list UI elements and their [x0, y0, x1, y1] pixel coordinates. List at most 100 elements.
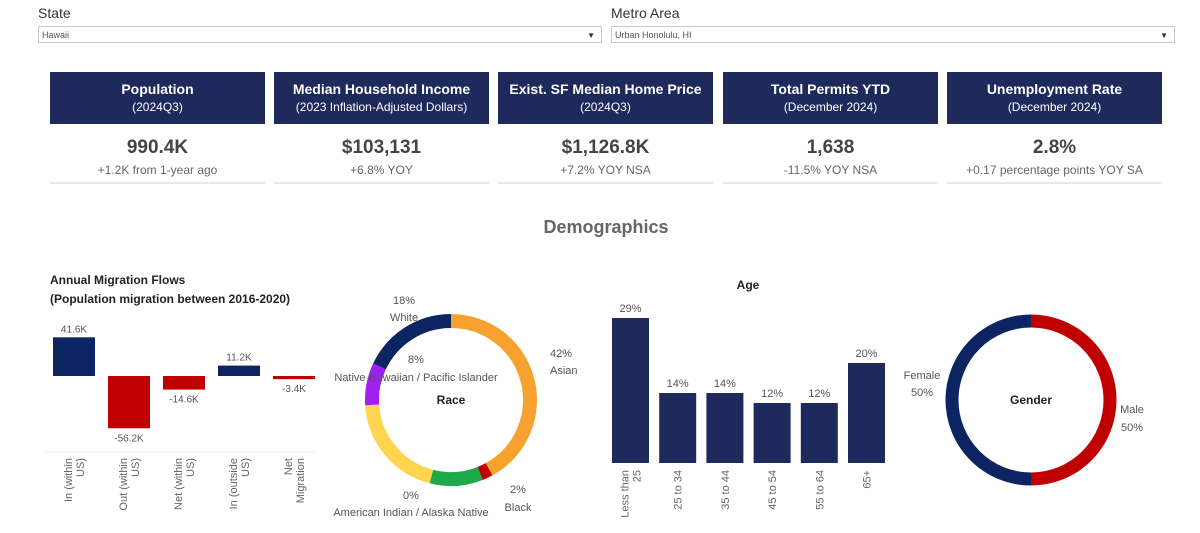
migration-bar	[218, 365, 260, 376]
kpi-value: 1,638	[806, 137, 855, 158]
migration-chart: 41.6K In (withinUS) -56.2K Out (withinUS) -1…	[45, 324, 315, 511]
donut-segment	[429, 466, 483, 486]
age-chart: Age 29% Less than25 14% 25 to 34 14% 35 to 44 1…	[612, 278, 885, 518]
data-label: -56.2K	[114, 433, 144, 444]
kpi-title: Median Household Income	[292, 81, 471, 97]
migration-chart-title: Annual Migration Flows (Population migra…	[50, 271, 290, 309]
race-label-black-pct: 2%	[510, 484, 526, 496]
kpi-header: Median Household Income (2023 Inflation-A…	[274, 72, 489, 124]
kpi-subtitle: (2024Q3)	[132, 100, 183, 114]
kpi-subtitle: (2024Q3)	[580, 100, 631, 114]
divider	[498, 182, 713, 184]
age-bar	[753, 403, 791, 463]
category-label: Net (withinUS)	[173, 458, 197, 510]
race-label-white-pct: 18%	[393, 295, 415, 307]
kpi-title: Population	[121, 81, 194, 97]
data-label: 41.6K	[61, 324, 87, 335]
category-label: In (withinUS)	[63, 458, 87, 502]
age-bar	[848, 363, 885, 463]
category-label: 25 to 34	[673, 470, 685, 510]
data-label: 12%	[808, 388, 830, 400]
category-label: 65+	[862, 470, 874, 489]
kpi-title: Unemployment Rate	[986, 81, 1123, 97]
category-label: In (outsideUS)	[228, 458, 252, 509]
state-value: Hawaii	[42, 30, 70, 40]
gender-label-male: Male	[1120, 404, 1144, 416]
age-bar	[659, 393, 697, 463]
data-label: 14%	[714, 378, 736, 390]
gender-label-female-pct: 50%	[911, 387, 933, 399]
kpi-header: Unemployment Rate (December 2024)	[947, 72, 1162, 124]
chevron-down-icon: ▼	[1160, 31, 1168, 40]
divider	[947, 182, 1162, 184]
migration-bar	[53, 337, 95, 376]
kpi-change: +1.2K from 1-year ago	[97, 163, 218, 177]
divider	[723, 182, 938, 184]
migration-bar	[163, 376, 205, 390]
kpi-subtitle: (December 2024)	[1007, 100, 1102, 114]
kpi-card: Population (2024Q3) 990.4K +1.2K from 1-yea…	[50, 72, 265, 184]
category-label: 55 to 64	[814, 470, 826, 510]
data-label: -3.4K	[282, 384, 306, 395]
kpi-value: 2.8%	[1032, 137, 1077, 158]
migration-bar	[108, 376, 150, 429]
kpi-card: Unemployment Rate (December 2024) 2.8% +0.1…	[947, 72, 1162, 184]
metro-dropdown[interactable]: Urban Honolulu, HI ▼	[611, 26, 1175, 43]
donut-segment	[365, 404, 434, 484]
category-label: 35 to 44	[720, 470, 732, 510]
data-label: 12%	[761, 388, 783, 400]
data-label: 29%	[619, 303, 641, 315]
metro-filter-label: Metro Area	[611, 5, 680, 21]
kpi-card: Exist. SF Median Home Price (2024Q3) $1,12…	[498, 72, 713, 184]
data-label: 14%	[667, 378, 689, 390]
age-chart-title: Age	[737, 278, 760, 292]
race-label-nhpi: Native Hawaiian / Pacific Islander	[334, 372, 498, 384]
migration-title: Annual Migration Flows	[50, 273, 186, 287]
race-chart: Race 18% White 42% Asian 8% Native Hawaiian / …	[333, 295, 577, 519]
kpi-card: Median Household Income (2023 Inflation-A…	[274, 72, 489, 184]
kpi-header: Exist. SF Median Home Price (2024Q3)	[498, 72, 713, 124]
category-label: Less than25	[620, 470, 644, 518]
donut-segment	[945, 314, 1032, 486]
metro-value: Urban Honolulu, HI	[615, 30, 692, 40]
race-label-aian-pct: 0%	[403, 490, 419, 502]
kpi-header: Total Permits YTD (December 2024)	[723, 72, 938, 124]
divider	[274, 182, 489, 184]
category-label: 45 to 54	[767, 470, 779, 510]
donut-segment	[373, 314, 452, 370]
donut-segment	[1030, 314, 1117, 486]
donut-segment	[365, 363, 386, 406]
data-label: 20%	[855, 348, 877, 360]
section-title: Demographics	[543, 217, 669, 237]
age-bar	[612, 318, 649, 463]
kpi-title: Total Permits YTD	[770, 81, 891, 97]
kpi-subtitle: (December 2024)	[783, 100, 878, 114]
divider	[50, 182, 265, 184]
kpi-change: -11.5% YOY NSA	[783, 163, 878, 177]
donut-title: Gender	[1010, 393, 1052, 407]
donut-segment	[477, 463, 493, 480]
race-label-white: White	[390, 312, 418, 324]
kpi-change: +7.2% YOY NSA	[560, 163, 651, 177]
kpi-subtitle: (2023 Inflation-Adjusted Dollars)	[295, 100, 468, 114]
gender-label-male-pct: 50%	[1121, 422, 1143, 434]
data-label: -14.6K	[169, 395, 199, 406]
category-label: Out (withinUS)	[118, 458, 142, 511]
donut-segment	[450, 314, 537, 476]
category-label: NetMigration	[283, 458, 307, 503]
migration-subtitle: (Population migration between 2016-2020)	[50, 292, 291, 306]
age-bar	[800, 403, 838, 463]
race-label-nhpi-pct: 8%	[408, 354, 424, 366]
race-label-asian-pct: 42%	[550, 348, 572, 360]
kpi-value: $1,126.8K	[561, 137, 650, 158]
donut-title: Race	[437, 393, 466, 407]
kpi-value: 990.4K	[126, 137, 189, 158]
gender-label-female: Female	[904, 370, 941, 382]
race-label-asian: Asian	[550, 365, 578, 377]
kpi-header: Population (2024Q3)	[50, 72, 265, 124]
kpi-card: Total Permits YTD (December 2024) 1,638 -11…	[723, 72, 938, 184]
kpi-title: Exist. SF Median Home Price	[509, 81, 702, 97]
state-dropdown[interactable]: Hawaii ▼	[38, 26, 602, 43]
chevron-down-icon: ▼	[587, 31, 595, 40]
